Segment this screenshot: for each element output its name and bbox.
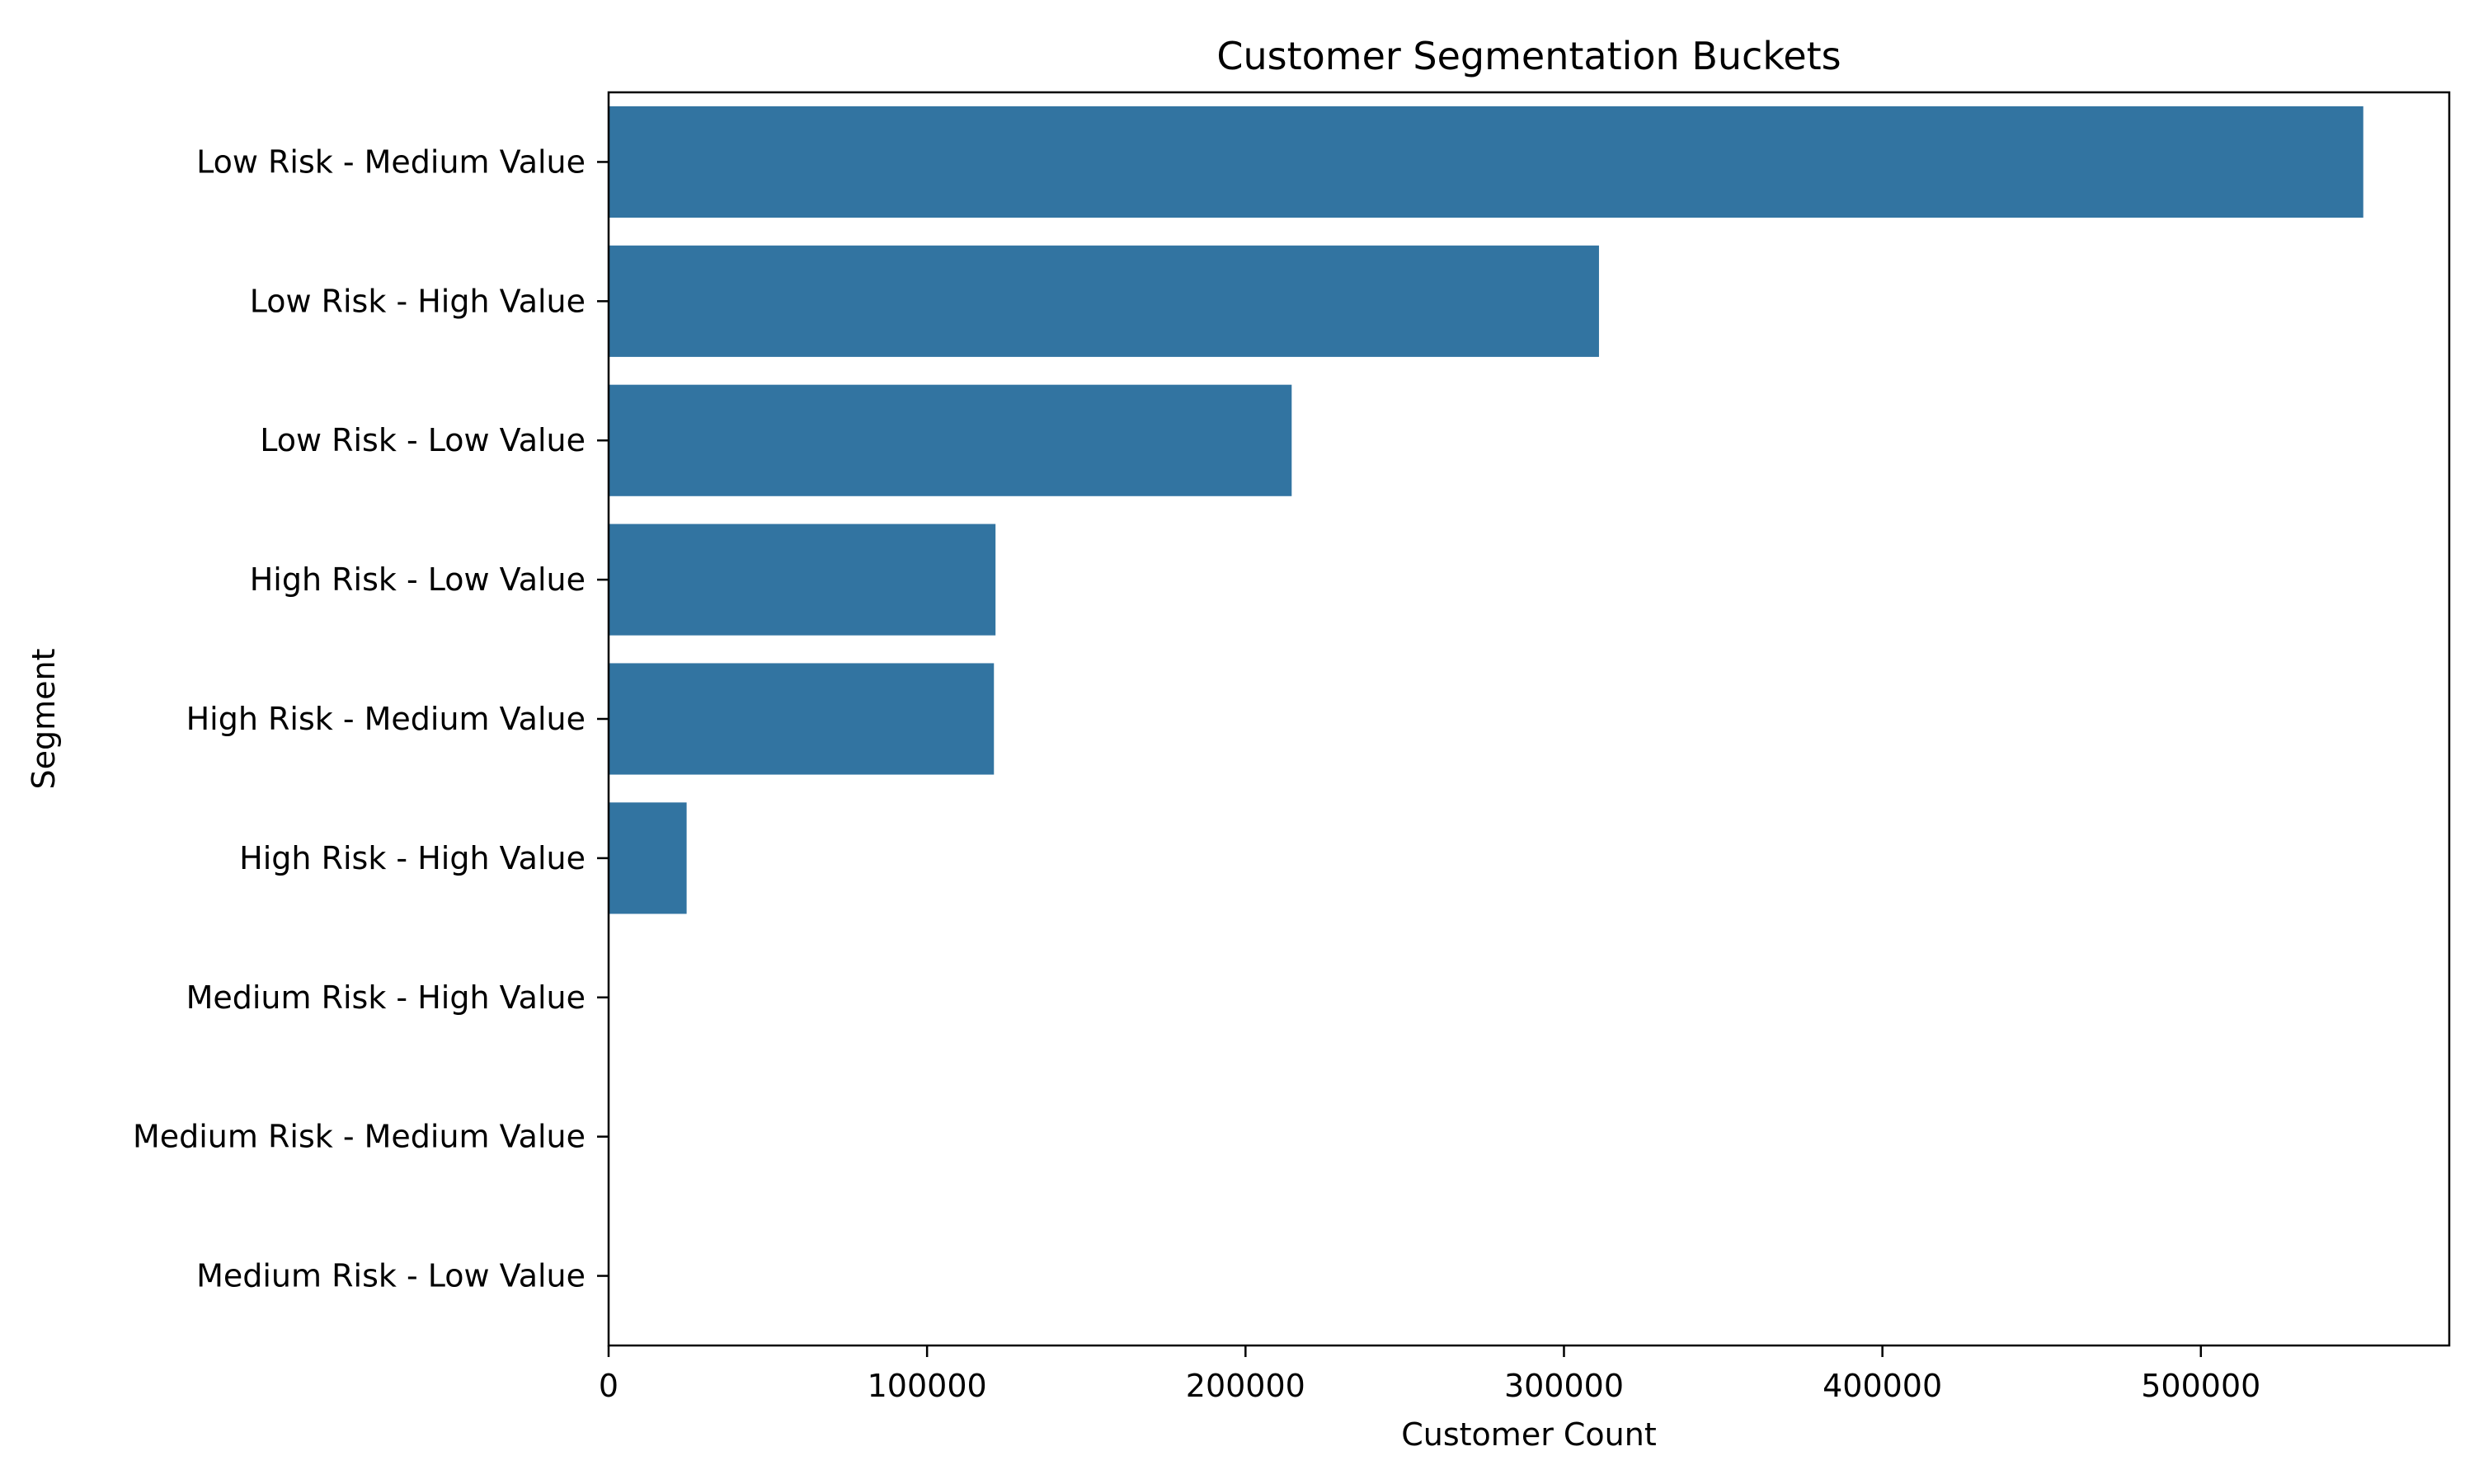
x-tick-label: 100000 — [868, 1368, 987, 1404]
y-tick-label: Low Risk - Low Value — [260, 422, 586, 458]
y-tick-label: High Risk - Medium Value — [186, 701, 586, 737]
bar-3 — [609, 524, 996, 636]
y-tick-label: Medium Risk - High Value — [186, 979, 586, 1016]
y-tick-label: Medium Risk - Medium Value — [133, 1119, 586, 1155]
plot-frame — [607, 91, 2451, 1347]
y-axis-title: Segment — [26, 649, 62, 790]
x-tick-label: 200000 — [1186, 1368, 1305, 1404]
x-tick-label: 500000 — [2141, 1368, 2260, 1404]
y-tick-label: High Risk - Low Value — [250, 561, 586, 598]
bar-1 — [609, 245, 1599, 357]
x-tick-label: 300000 — [1504, 1368, 1624, 1404]
x-axis-ticks: 0 100000 200000 300000 400000 500000 — [599, 1345, 2260, 1404]
bars-group — [609, 106, 2363, 914]
x-tick-label: 400000 — [1823, 1368, 1942, 1404]
y-tick-label: Medium Risk - Low Value — [196, 1258, 586, 1294]
x-tick-label: 0 — [599, 1368, 618, 1404]
bar-0 — [609, 106, 2363, 218]
y-tick-label: Low Risk - High Value — [250, 283, 586, 319]
y-tick-label: High Risk - High Value — [239, 840, 586, 876]
bar-4 — [609, 663, 995, 775]
bar-5 — [609, 802, 687, 914]
y-tick-label: Low Risk - Medium Value — [196, 143, 586, 180]
chart-title: Customer Segmentation Buckets — [1216, 34, 1841, 78]
bar-2 — [609, 384, 1292, 496]
y-axis-ticks: Low Risk - Medium Value Low Risk - High V… — [133, 143, 609, 1294]
x-axis-title: Customer Count — [1401, 1416, 1657, 1453]
